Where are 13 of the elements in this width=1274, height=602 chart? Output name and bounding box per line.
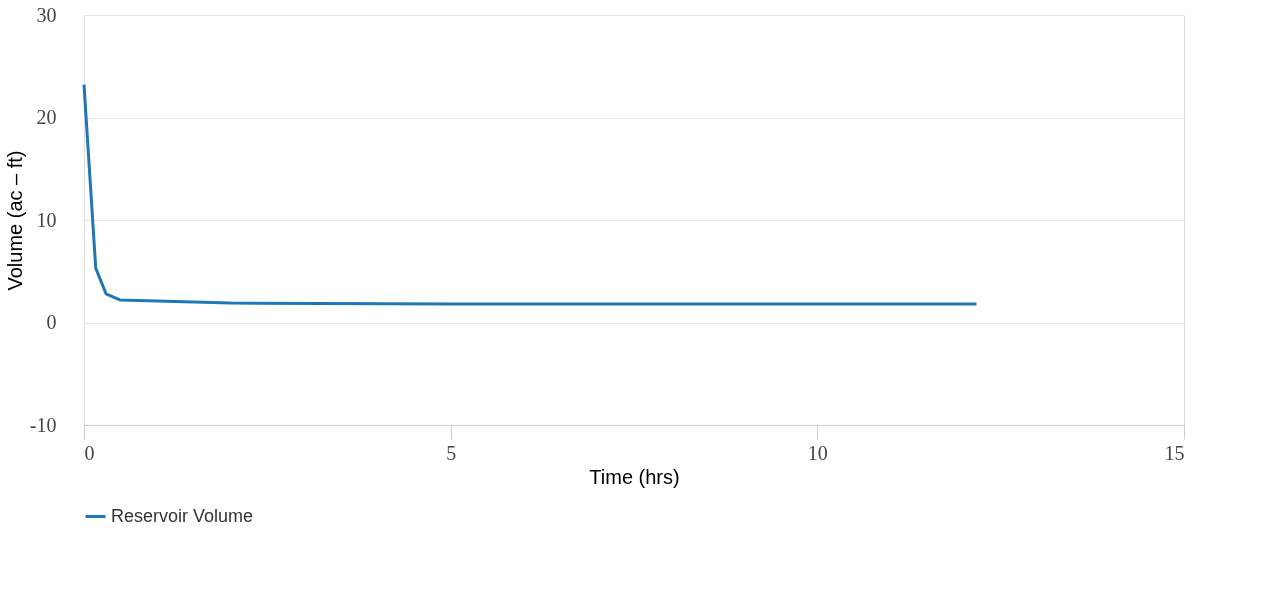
x-tick-label: 15 <box>1164 441 1185 464</box>
y-tick-label: 10 <box>36 208 57 231</box>
legend-label: Reservoir Volume <box>111 505 254 526</box>
y-tick-label: 30 <box>36 3 57 26</box>
x-axis-title: Time (hrs) <box>589 465 680 488</box>
line-series <box>82 83 978 306</box>
x-tick-label: 0 <box>84 441 95 464</box>
x-tick-label: 5 <box>446 441 457 464</box>
y-axis-title: Volume (ac – ft) <box>3 150 26 291</box>
x-tick-label: 10 <box>807 441 828 464</box>
y-tick-label: 20 <box>36 106 57 128</box>
y-tick-label: -10 <box>29 413 57 436</box>
y-tick-label: 0 <box>46 311 57 333</box>
